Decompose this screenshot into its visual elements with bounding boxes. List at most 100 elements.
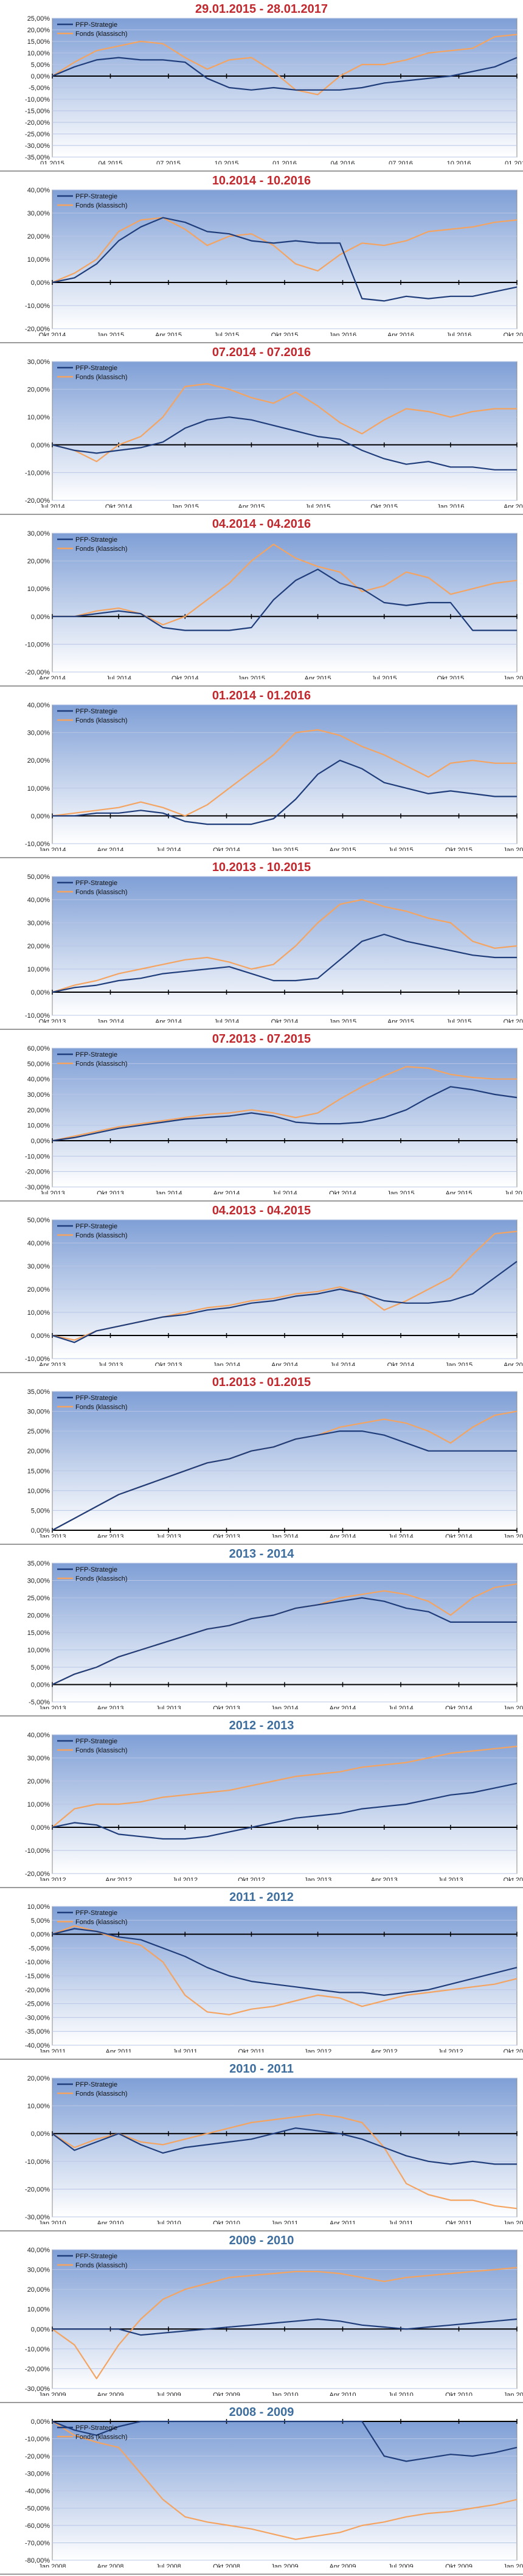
x-tick-label: Okt.2012 (504, 2048, 523, 2053)
x-tick-label: Okt.2013 (504, 1877, 523, 1881)
x-tick-label: Jul.2012 (438, 2048, 463, 2053)
series-line-fonds-klassisch (52, 33, 518, 96)
series-line-fonds-klassisch (52, 544, 518, 626)
y-tick-label: -10,00% (25, 303, 50, 310)
y-tick-label: 0,00% (31, 1138, 50, 1145)
y-tick-label: -20,00% (25, 2453, 50, 2460)
y-tick-label: -60,00% (25, 2522, 50, 2530)
x-tick-label: Apr.2013 (39, 1362, 66, 1366)
y-tick-label: 0,00% (31, 279, 50, 287)
legend-label-strategy: PFP-Strategie (75, 21, 117, 29)
x-tick-label: Apr.2014 (39, 675, 66, 679)
x-tick-label: Jan.2010 (503, 2563, 523, 2567)
chart-svg: 0,00% -10,00% -20,00% -30,00% -40,00% -50,00%… (25, 2418, 523, 2567)
y-tick-label: 10,00% (27, 1801, 50, 1808)
y-tick-label: 10,00% (27, 1647, 50, 1654)
y-tick-label: -20,00% (25, 119, 50, 127)
x-tick-label: Jul.2014 (330, 1362, 356, 1366)
y-tick-label: 30,00% (27, 530, 50, 537)
x-tick-label: Apr.2014 (329, 1533, 356, 1538)
x-tick-label: Okt.2011 (446, 2220, 473, 2224)
x-tick-label: Jul.2016 (446, 332, 472, 336)
x-tick-label: 01.2017 (505, 160, 523, 164)
y-tick-label: 5,00% (31, 1507, 50, 1514)
y-tick-label: -10,00% (25, 2436, 50, 2443)
chart-panel: 2009 - 2010 40,00% 30,00% 20,00% 10,00% 0,00%… (0, 2231, 523, 2403)
legend-label-strategy: PFP-Strategie (75, 1566, 117, 1573)
legend-label-fund: Fonds (klassisch) (75, 2090, 128, 2098)
y-tick-label: 40,00% (27, 897, 50, 904)
x-tick-label: Okt.2014 (387, 1362, 415, 1366)
x-tick-label: Jan.2015 (445, 1362, 473, 1366)
chart-panel: 2012 - 2013 40,00% 30,00% 20,00% 10,00% 0,00%… (0, 1717, 523, 1888)
x-tick-label: Apr.2011 (106, 2048, 132, 2053)
y-tick-label: 20,00% (27, 943, 50, 950)
legend-label-fund: Fonds (klassisch) (75, 717, 128, 724)
chart-title: 2011 - 2012 (229, 1891, 294, 1904)
x-tick-label: Jan.2008 (38, 2563, 66, 2567)
legend: PFP-Strategie Fonds (klassisch) (57, 1566, 128, 1583)
chart-svg: 40,00% 30,00% 20,00% 10,00% 0,00% -10,00% -20,… (25, 1732, 523, 1881)
y-tick-label: -10,00% (25, 2158, 50, 2166)
legend-label-strategy: PFP-Strategie (75, 2081, 117, 2088)
series-line-fonds-klassisch (52, 898, 518, 993)
chart-panel: 07.2014 - 07.2016 30,00% 20,00% 10,00% 0,00%… (0, 343, 523, 515)
chart-title: 07.2014 - 07.2016 (212, 346, 311, 359)
chart-panel: 2011 - 2012 10,00% 5,00% 0,00% -5,00% -10,00%… (0, 1888, 523, 2060)
x-tick-label: Jan.2015 (329, 1018, 356, 1023)
y-tick-label: -10,00% (25, 469, 50, 477)
x-tick-label: Jan.2013 (38, 1533, 66, 1538)
y-tick-label: 20,00% (27, 1612, 50, 1620)
y-tick-label: 30,00% (27, 2267, 50, 2274)
y-tick-label: -10,00% (25, 641, 50, 648)
y-tick-label: 20,00% (27, 2075, 50, 2082)
series-line-pfp-strategie (52, 569, 517, 631)
x-tick-label: Jan.2014 (271, 1533, 298, 1538)
x-tick-label: Jul.2014 (156, 847, 181, 851)
x-tick-label: Apr.2015 (387, 1018, 414, 1023)
x-tick-label: Jan.2014 (38, 847, 66, 851)
y-tick-label: 10,00% (27, 785, 50, 793)
x-tick-label: Apr.2010 (329, 2392, 356, 2396)
x-tick-label: Okt.2013 (97, 1190, 124, 1194)
x-tick-label: Apr.2013 (371, 1877, 398, 1881)
x-tick-label: Okt.2014 (39, 332, 66, 336)
x-tick-label: 01.2016 (272, 160, 297, 164)
x-tick-label: Okt.2011 (238, 2048, 265, 2053)
x-tick-label: Apr.2016 (387, 332, 414, 336)
x-tick-label: Okt.2014 (105, 503, 133, 508)
series-line-fonds-klassisch (52, 1925, 518, 2015)
legend-label-fund: Fonds (klassisch) (75, 1575, 128, 1583)
x-tick-label: Jul.2014 (106, 675, 131, 679)
chart-title: 04.2014 - 04.2016 (212, 517, 311, 531)
x-tick-label: Jan.2009 (38, 2392, 66, 2396)
legend-label-fund: Fonds (klassisch) (75, 2434, 128, 2441)
x-tick-label: Jul.2014 (388, 1705, 414, 1709)
y-tick-label: 0,00% (31, 813, 50, 820)
chart-svg: 35,00% 30,00% 25,00% 20,00% 15,00% 10,00% 5,00… (27, 1388, 523, 1538)
chart-title: 01.2013 - 01.2015 (212, 1376, 311, 1389)
y-tick-label: 20,00% (27, 1778, 50, 1785)
chart-svg: 60,00% 50,00% 40,00% 30,00% 20,00% 10,00% 0,00… (25, 1045, 523, 1194)
x-tick-label: Jul.2010 (156, 2220, 181, 2224)
y-tick-label: 20,00% (27, 1448, 50, 1455)
x-tick-label: Jul.2013 (156, 1533, 181, 1538)
x-tick-label: Jul.2009 (388, 2563, 414, 2567)
chart-panel: 29.01.2015 - 28.01.2017 25,00% 20,00% 15,00… (0, 0, 523, 172)
x-tick-label: Jul.2015 (372, 675, 397, 679)
x-tick-label: Okt.2014 (329, 1190, 356, 1194)
x-tick-label: Jan.2013 (304, 1877, 331, 1881)
y-tick-label: 50,00% (27, 1060, 50, 1068)
legend-label-strategy: PFP-Strategie (75, 536, 117, 544)
y-tick-label: -20,00% (25, 1871, 50, 1878)
y-tick-label: 40,00% (27, 702, 50, 709)
y-tick-label: -5,00% (29, 1945, 50, 1952)
x-tick-label: Okt.2015 (437, 675, 465, 679)
y-tick-label: -10,00% (25, 2346, 50, 2353)
x-tick-label: Apr.2015 (329, 847, 356, 851)
y-tick-label: -10,00% (25, 1959, 50, 1966)
